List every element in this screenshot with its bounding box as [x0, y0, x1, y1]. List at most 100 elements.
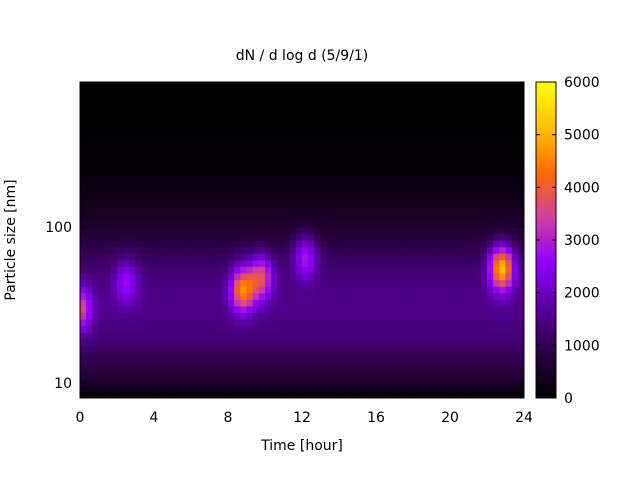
heatmap-cell [240, 259, 248, 267]
heatmap-cell [295, 187, 303, 195]
heatmap-cell [271, 345, 278, 353]
heatmap-cell [326, 220, 334, 228]
heatmap-cell [351, 147, 359, 156]
heatmap-cell [221, 279, 229, 287]
heatmap-cell [172, 213, 180, 221]
heatmap-cell [147, 220, 155, 228]
heatmap-cell [166, 345, 174, 353]
heatmap-cell [258, 305, 266, 314]
heatmap-cell [258, 266, 266, 274]
heatmap-cell [147, 101, 155, 109]
heatmap-cell [191, 338, 198, 346]
heatmap-cell [357, 108, 365, 116]
heatmap-cell [339, 95, 346, 103]
heatmap-cell [160, 292, 167, 300]
heatmap-cell [511, 121, 519, 129]
heatmap-cell [511, 82, 519, 90]
heatmap-cell [517, 128, 524, 136]
heatmap-cell [314, 358, 322, 366]
heatmap-cell [308, 351, 315, 360]
heatmap-cell [265, 108, 272, 116]
heatmap-cell [289, 325, 297, 333]
heatmap-cell [184, 338, 192, 346]
heatmap-cell [413, 391, 420, 398]
heatmap-cell [98, 358, 106, 366]
heatmap-cell [98, 279, 106, 287]
heatmap-cell [413, 319, 420, 327]
heatmap-cell [228, 365, 235, 373]
heatmap-cell [406, 213, 414, 221]
heatmap-cell [419, 345, 426, 353]
heatmap-cell [117, 292, 124, 300]
heatmap-cell [468, 358, 476, 366]
heatmap-cell [98, 286, 106, 294]
heatmap-cell [184, 272, 192, 281]
heatmap-cell [209, 358, 217, 366]
heatmap-cell [123, 246, 130, 254]
heatmap-cell [277, 233, 285, 241]
heatmap-cell [314, 114, 322, 123]
heatmap-cell [209, 154, 217, 162]
heatmap-cell [487, 299, 494, 307]
heatmap-cell [351, 266, 359, 274]
heatmap-cell [406, 154, 414, 162]
heatmap-cell [129, 286, 137, 294]
heatmap-cell [277, 391, 285, 398]
heatmap-cell [277, 213, 285, 221]
heatmap-cell [314, 101, 322, 109]
heatmap-cell [456, 88, 463, 96]
heatmap-cell [462, 121, 470, 129]
heatmap-cell [437, 240, 445, 248]
heatmap-cell [184, 154, 192, 162]
heatmap-cell [400, 371, 408, 379]
heatmap-cell [456, 174, 463, 182]
heatmap-cell [104, 141, 112, 149]
heatmap-cell [339, 358, 346, 366]
heatmap-cell [147, 378, 155, 386]
heatmap-cell [172, 128, 180, 136]
heatmap-cell [228, 226, 235, 235]
heatmap-cell [431, 121, 439, 129]
heatmap-cell [110, 108, 118, 116]
heatmap-cell [221, 167, 229, 175]
heatmap-cell [154, 95, 161, 103]
heatmap-cell [363, 141, 371, 149]
heatmap-cell [295, 259, 303, 267]
heatmap-cell [443, 312, 451, 320]
heatmap-cell [314, 319, 322, 327]
heatmap-cell [123, 207, 130, 215]
heatmap-cell [332, 147, 340, 156]
heatmap-cell [98, 325, 106, 333]
heatmap-cell [154, 134, 161, 142]
heatmap-cell [154, 305, 161, 314]
heatmap-cell [117, 88, 124, 96]
heatmap-cell [123, 187, 130, 195]
heatmap-cell [332, 371, 340, 379]
heatmap-cell [462, 345, 470, 353]
heatmap-cell [178, 213, 186, 221]
heatmap-cell [308, 338, 315, 346]
heatmap-cell [406, 286, 414, 294]
heatmap-cell [382, 299, 389, 307]
heatmap-cell [172, 384, 180, 393]
heatmap-cell [474, 371, 482, 379]
heatmap-cell [345, 154, 352, 162]
heatmap-cell [320, 246, 328, 254]
heatmap-cell [517, 384, 524, 393]
heatmap-cell [154, 299, 161, 307]
heatmap-cell [209, 279, 217, 287]
heatmap-cell [289, 332, 297, 340]
heatmap-cell [480, 371, 488, 379]
heatmap-cell [320, 88, 328, 96]
heatmap-cell [295, 193, 303, 202]
heatmap-cell [104, 161, 112, 169]
heatmap-cell [172, 154, 180, 162]
heatmap-cell [117, 351, 124, 360]
heatmap-cell [271, 180, 278, 188]
heatmap-cell [517, 371, 524, 379]
heatmap-cell [295, 299, 303, 307]
heatmap-cell [308, 319, 315, 327]
heatmap-cell [234, 292, 241, 300]
heatmap-cell [443, 384, 451, 393]
heatmap-cell [289, 384, 297, 393]
